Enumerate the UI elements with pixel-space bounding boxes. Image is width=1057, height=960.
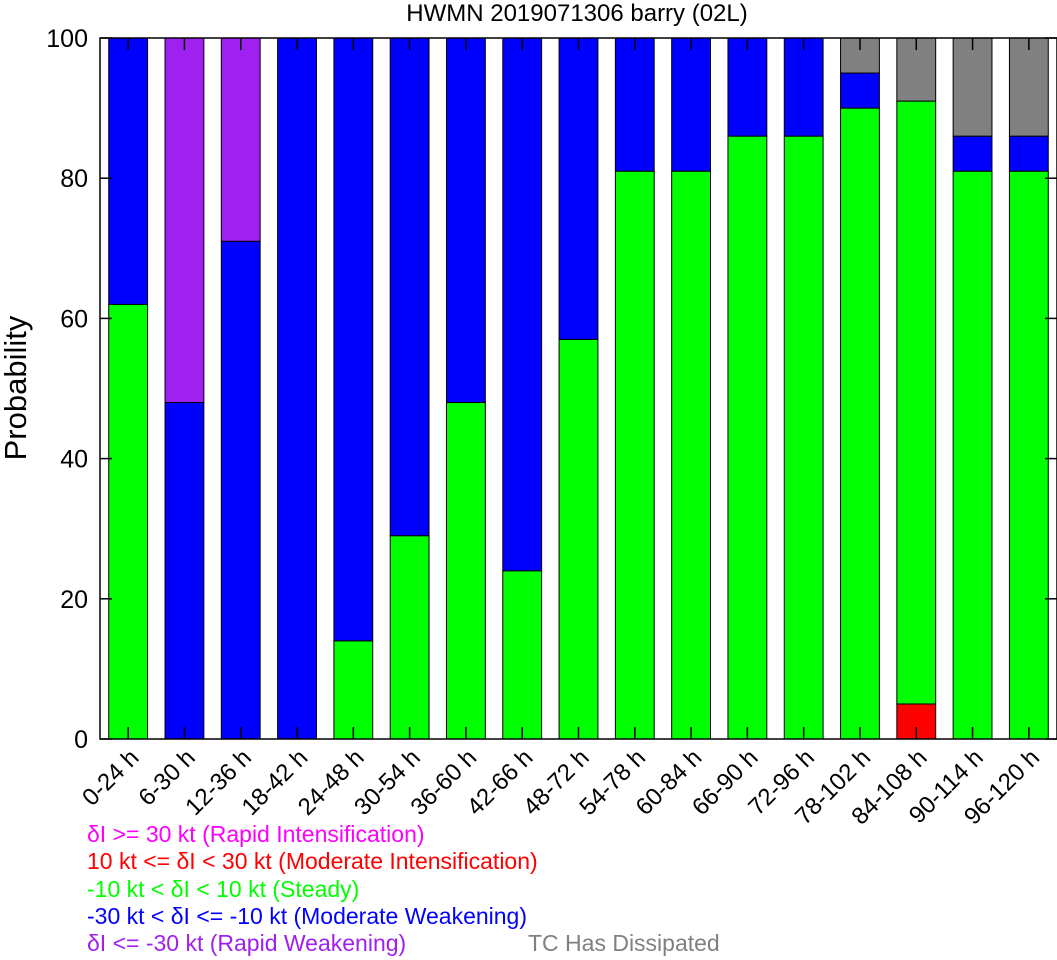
legend-moderate-intensification: 10 kt <= δI < 30 kt (Moderate Intensific… (87, 848, 538, 874)
legend-tc-dissipated: TC Has Dissipated (528, 930, 720, 956)
bar-segment-mw-10 (671, 37, 712, 172)
y-tick-label-0: 0 (74, 726, 88, 754)
bar-segment-steady-7 (502, 570, 543, 740)
bar-segment-steady-5 (389, 535, 430, 740)
bar-segment-steady-12 (783, 135, 824, 740)
bar-segment-dissipated-15 (952, 37, 993, 137)
legend-moderate-weakening: -30 kt < δI <= -10 kt (Moderate Weakenin… (87, 903, 528, 929)
bar-segment-steady-9 (614, 170, 655, 740)
bar-segment-rw-2 (220, 37, 261, 242)
bars-group (108, 37, 1049, 740)
y-tick-label-20: 20 (60, 586, 88, 614)
x-tick-labels: 0-24 h6-30 h12-36 h18-42 h24-48 h30-54 h… (77, 744, 1045, 830)
bar-segment-steady-16 (1008, 170, 1049, 740)
bar-segment-mw-9 (614, 37, 655, 172)
y-axis-label: Probability (0, 315, 33, 460)
bar-segment-mw-0 (108, 37, 149, 305)
bar-segment-mw-6 (445, 37, 486, 404)
bar-segment-mw-13 (840, 72, 880, 109)
bar-segment-steady-6 (445, 402, 486, 740)
bar-segment-mw-4 (333, 37, 374, 642)
y-tick-label-80: 80 (60, 165, 88, 193)
bar-segment-mw-3 (277, 37, 317, 740)
y-tick-label-40: 40 (60, 446, 88, 474)
bar-segment-mw-5 (389, 37, 430, 537)
bar-segment-steady-11 (727, 135, 768, 740)
bar-segment-steady-14 (896, 100, 937, 705)
bar-segment-mw-15 (952, 135, 993, 172)
bar-segment-mw-8 (558, 37, 599, 340)
bar-segment-steady-15 (952, 170, 993, 740)
bar-segment-mw-1 (164, 402, 205, 740)
y-tick-label-60: 60 (60, 305, 88, 333)
bar-segment-steady-8 (558, 338, 599, 740)
bar-segment-mw-2 (220, 240, 261, 740)
legend-steady: -10 kt < δI < 10 kt (Steady) (87, 876, 360, 902)
y-tick-labels: 0 20 40 60 80 100 (46, 25, 88, 754)
bar-segment-steady-4 (333, 640, 374, 740)
bar-segment-mw-7 (502, 37, 543, 572)
bar-segment-mw-16 (1008, 135, 1049, 172)
chart-title: HWMN 2019071306 barry (02L) (406, 0, 748, 27)
bar-segment-mw-11 (727, 37, 768, 137)
axes-group (99, 37, 1057, 740)
bar-segment-dissipated-16 (1008, 37, 1049, 137)
y-tick-label-100: 100 (46, 25, 88, 53)
bar-segment-steady-13 (840, 107, 880, 740)
bar-segment-rw-1 (164, 37, 205, 404)
x-tick-label-0: 0-24 h (77, 744, 144, 811)
legend-rapid-weakening: δI <= -30 kt (Rapid Weakening) (87, 930, 407, 956)
legend-rapid-intensification: δI >= 30 kt (Rapid Intensification) (87, 821, 425, 847)
bar-segment-steady-10 (671, 170, 712, 740)
bar-segment-mw-12 (783, 37, 824, 137)
bar-segment-steady-0 (108, 303, 149, 740)
